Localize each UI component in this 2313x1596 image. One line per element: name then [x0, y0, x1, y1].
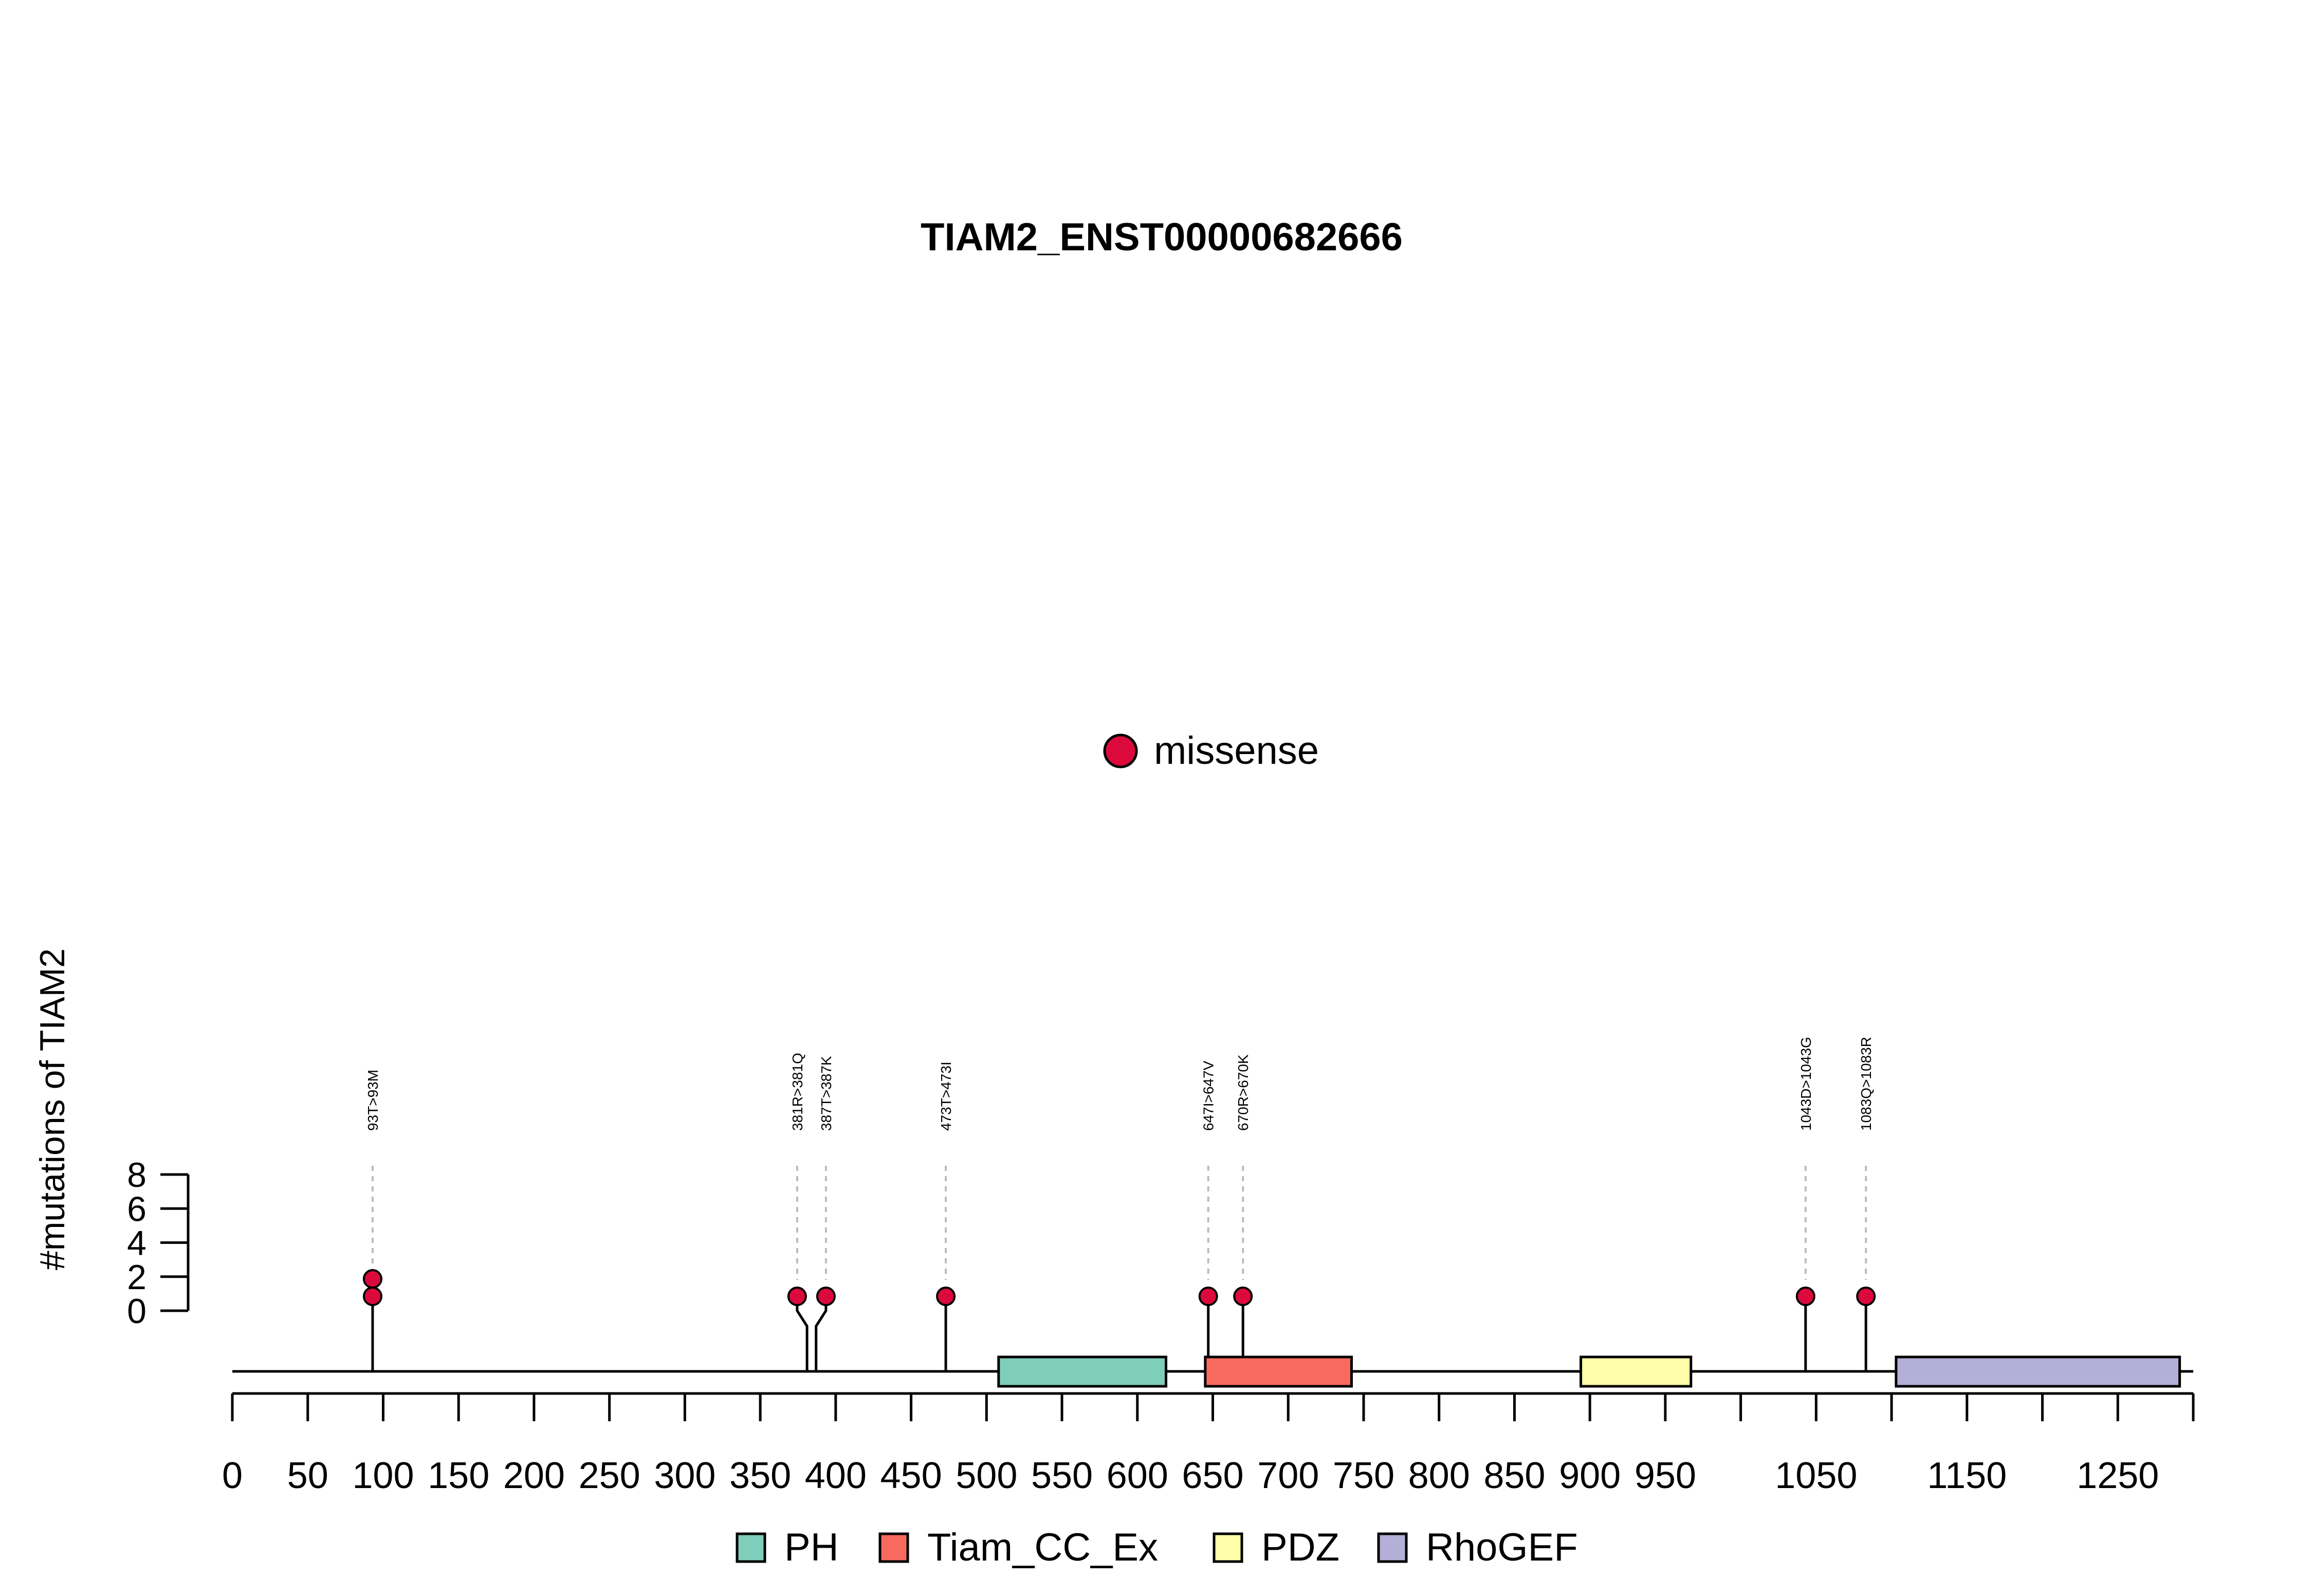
- lollipop-head: [1795, 1287, 1815, 1306]
- lollipop-head: [362, 1269, 382, 1289]
- lollipop-heads: [362, 1269, 1876, 1306]
- x-tick-label: 600: [1107, 1455, 1168, 1496]
- x-tick-label: 300: [654, 1455, 715, 1496]
- legend-label-pdz: PDZ: [1261, 1526, 1339, 1569]
- lollipop-head: [787, 1287, 807, 1306]
- x-tick-label: 400: [805, 1455, 867, 1496]
- domain-box-rhogef: [1895, 1355, 2181, 1388]
- mutation-label: 670R>670K: [1235, 1054, 1251, 1131]
- legend-box-tiam_cc_ex: [878, 1532, 909, 1563]
- x-tick-label: 250: [579, 1455, 640, 1496]
- x-axis: 0 50 100 150 200 250 300 350 400 450 500 550 600 650 7…: [222, 1392, 2195, 1496]
- legend-label-rhogef: RhoGEF: [1426, 1526, 1578, 1569]
- legend-missense-marker: [1103, 733, 1138, 768]
- lollipop-stem: [815, 1296, 828, 1371]
- x-tick-label: 700: [1257, 1455, 1319, 1496]
- legend-box-rhogef: [1377, 1532, 1408, 1563]
- legend-label-ph: PH: [784, 1526, 839, 1569]
- x-tick-label: 650: [1182, 1455, 1243, 1496]
- mutation-type-legend: missense: [1103, 729, 1319, 773]
- mutation-label: 93T>93M: [365, 1070, 381, 1131]
- x-tick-label: 350: [729, 1455, 791, 1496]
- mutation-label: 387T>387K: [818, 1056, 834, 1131]
- x-tick-label: 0: [222, 1455, 243, 1496]
- mutation-label: 1083Q>1083R: [1858, 1037, 1874, 1131]
- y-tick-label: 2: [127, 1258, 146, 1297]
- mutation-label: 473T>473I: [938, 1061, 954, 1131]
- x-tick-label: 100: [352, 1455, 414, 1496]
- x-tick-label: 550: [1031, 1455, 1093, 1496]
- x-tick-label: 200: [503, 1455, 565, 1496]
- y-tick-label: 6: [127, 1189, 146, 1228]
- x-tick-label: 850: [1483, 1455, 1545, 1496]
- domain-boxes: [997, 1355, 2181, 1388]
- x-tick-label: 500: [956, 1455, 1017, 1496]
- domain-box-ph: [997, 1355, 1168, 1388]
- lollipop-head: [1198, 1287, 1218, 1306]
- lollipop-head: [936, 1287, 956, 1306]
- x-tick-label: 950: [1635, 1455, 1696, 1496]
- x-tick-label: 450: [880, 1455, 942, 1496]
- lollipop-head: [816, 1287, 836, 1306]
- lollipop-head: [1856, 1287, 1876, 1306]
- domain-box-pdz: [1580, 1355, 1693, 1388]
- legend-box-ph: [736, 1532, 766, 1563]
- legend-box-pdz: [1213, 1532, 1243, 1563]
- y-axis-label: #mutations of TIAM2: [33, 948, 72, 1270]
- x-tick-label: 1250: [2077, 1455, 2159, 1496]
- legend-missense-label: missense: [1154, 729, 1319, 773]
- x-tick-label: 800: [1408, 1455, 1470, 1496]
- mutation-label: 381R>381Q: [790, 1053, 805, 1131]
- guide-lines: [371, 1166, 1867, 1280]
- mutation-label: 1043D>1043G: [1798, 1037, 1814, 1131]
- x-tick-label: 1150: [1927, 1455, 2007, 1496]
- x-tick-label: 750: [1333, 1455, 1394, 1496]
- x-tick-label: 1050: [1775, 1455, 1857, 1496]
- mutation-labels: 93T>93M 381R>381Q 387T>387K 473T>473I 647I>6…: [365, 1037, 1874, 1131]
- lollipop-head: [362, 1287, 382, 1306]
- y-tick-label: 8: [127, 1155, 146, 1195]
- chart-title: TIAM2_ENST00000682666: [921, 215, 1403, 259]
- domain-legend: PH Tiam_CC_Ex PDZ RhoGEF: [736, 1526, 1578, 1569]
- x-tick-label: 150: [428, 1455, 489, 1496]
- y-tick-label: 0: [127, 1292, 146, 1331]
- legend-label-tiam_cc_ex: Tiam_CC_Ex: [927, 1526, 1158, 1569]
- x-tick-label: 50: [287, 1455, 328, 1496]
- mutation-label: 647I>647V: [1201, 1060, 1217, 1131]
- domain-box-tiam_cc_ex: [1204, 1355, 1353, 1388]
- x-tick-label: 900: [1559, 1455, 1621, 1496]
- lollipop-stem: [796, 1296, 809, 1371]
- y-tick-label: 4: [127, 1224, 146, 1263]
- lollipop-head: [1233, 1287, 1253, 1306]
